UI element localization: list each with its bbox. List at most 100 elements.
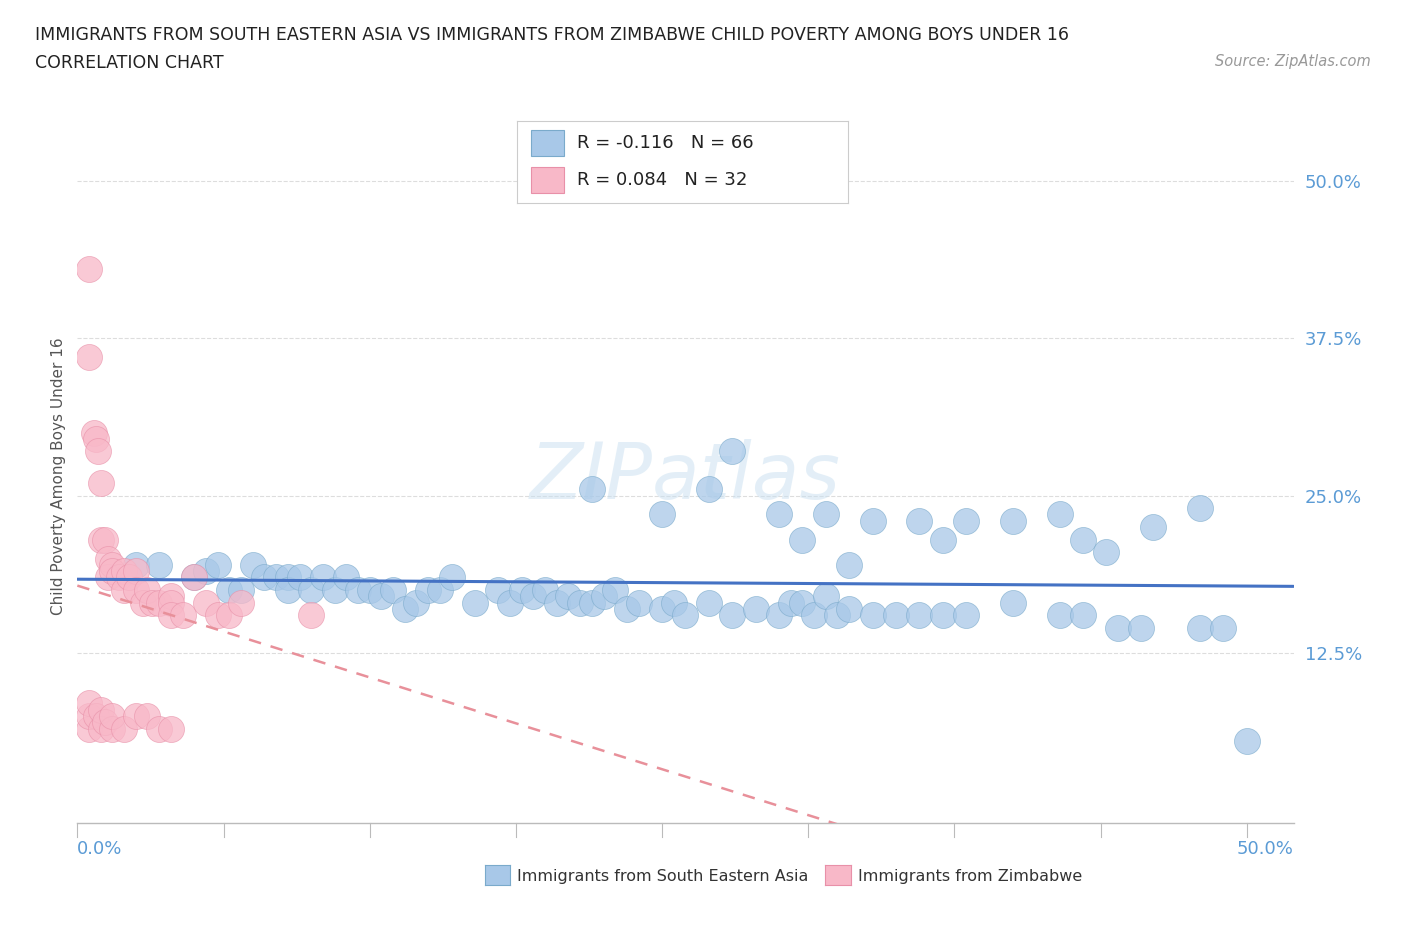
Point (112, 582, 135, 597)
Point (148, 595, 170, 610)
Point (160, 608, 183, 623)
Point (299, 608, 322, 623)
Point (1142, 520, 1164, 535)
Point (1001, 595, 1024, 610)
Point (312, 570, 335, 585)
Point (207, 557, 229, 572)
Point (125, 582, 148, 597)
Point (148, 557, 170, 572)
Point (862, 513, 884, 528)
Text: R = -0.116   N = 66: R = -0.116 N = 66 (576, 134, 754, 152)
Point (768, 507, 790, 522)
Text: R = 0.084   N = 32: R = 0.084 N = 32 (576, 171, 747, 189)
Text: ZIPatlas: ZIPatlas (530, 439, 841, 514)
Point (931, 608, 953, 623)
Point (97, 551, 120, 566)
Point (814, 507, 837, 522)
Point (651, 507, 673, 522)
Point (792, 595, 814, 610)
Point (97, 570, 120, 585)
Point (908, 513, 931, 528)
Point (183, 570, 205, 585)
Text: Immigrants from Zimbabwe: Immigrants from Zimbabwe (858, 870, 1081, 884)
Point (827, 608, 849, 623)
Point (1188, 620, 1211, 635)
Y-axis label: Child Poverty Among Boys Under 16: Child Poverty Among Boys Under 16 (51, 338, 66, 616)
Point (627, 595, 650, 610)
Point (1001, 513, 1024, 528)
Point (101, 709, 124, 724)
Point (125, 564, 148, 578)
Point (522, 589, 544, 604)
Point (90, 702, 112, 717)
Point (1095, 545, 1118, 560)
Point (253, 570, 276, 585)
Point (101, 721, 124, 736)
Point (108, 570, 131, 585)
Point (277, 570, 299, 585)
Point (94, 532, 117, 547)
Point (242, 557, 264, 572)
Point (90, 475, 112, 490)
Point (136, 582, 159, 597)
Point (955, 513, 977, 528)
Point (370, 589, 392, 604)
Point (486, 582, 509, 597)
Point (77, 709, 100, 724)
Point (84, 432, 107, 446)
Point (264, 570, 287, 585)
Bar (530, 130, 564, 156)
Point (931, 532, 953, 547)
Point (592, 589, 614, 604)
Point (136, 709, 159, 724)
Point (569, 595, 592, 610)
Point (1049, 608, 1071, 623)
Point (721, 444, 744, 458)
Point (288, 570, 311, 585)
Point (862, 608, 884, 623)
Point (557, 589, 579, 604)
Point (1071, 532, 1094, 547)
Point (112, 564, 135, 578)
Point (101, 557, 124, 572)
Point (605, 582, 627, 597)
Point (464, 595, 486, 610)
Point (418, 582, 440, 597)
Point (132, 595, 155, 610)
Point (94, 715, 117, 730)
Point (323, 582, 346, 597)
Point (581, 482, 603, 497)
Point (83, 425, 105, 440)
Point (779, 595, 801, 610)
Point (218, 582, 240, 597)
Point (84, 709, 107, 724)
Point (77, 721, 100, 736)
Point (1130, 620, 1153, 635)
Point (112, 721, 135, 736)
Point (194, 564, 217, 578)
Point (534, 582, 557, 597)
Point (405, 595, 427, 610)
Point (101, 564, 124, 578)
Point (675, 608, 697, 623)
Point (908, 608, 931, 623)
Point (160, 595, 183, 610)
Point (546, 595, 568, 610)
Text: Source: ZipAtlas.com: Source: ZipAtlas.com (1215, 54, 1371, 69)
Point (160, 721, 183, 736)
Text: 0.0%: 0.0% (77, 840, 122, 857)
Point (90, 532, 112, 547)
Point (125, 557, 148, 572)
Point (581, 595, 603, 610)
Point (335, 570, 357, 585)
Point (838, 557, 860, 572)
Point (697, 595, 720, 610)
Point (207, 608, 229, 623)
Point (838, 602, 860, 617)
Point (1212, 620, 1234, 635)
Point (194, 595, 217, 610)
Point (651, 602, 673, 617)
Point (768, 608, 790, 623)
Point (77, 261, 100, 276)
Text: IMMIGRANTS FROM SOUTH EASTERN ASIA VS IMMIGRANTS FROM ZIMBABWE CHILD POVERTY AMO: IMMIGRANTS FROM SOUTH EASTERN ASIA VS IM… (35, 26, 1069, 44)
